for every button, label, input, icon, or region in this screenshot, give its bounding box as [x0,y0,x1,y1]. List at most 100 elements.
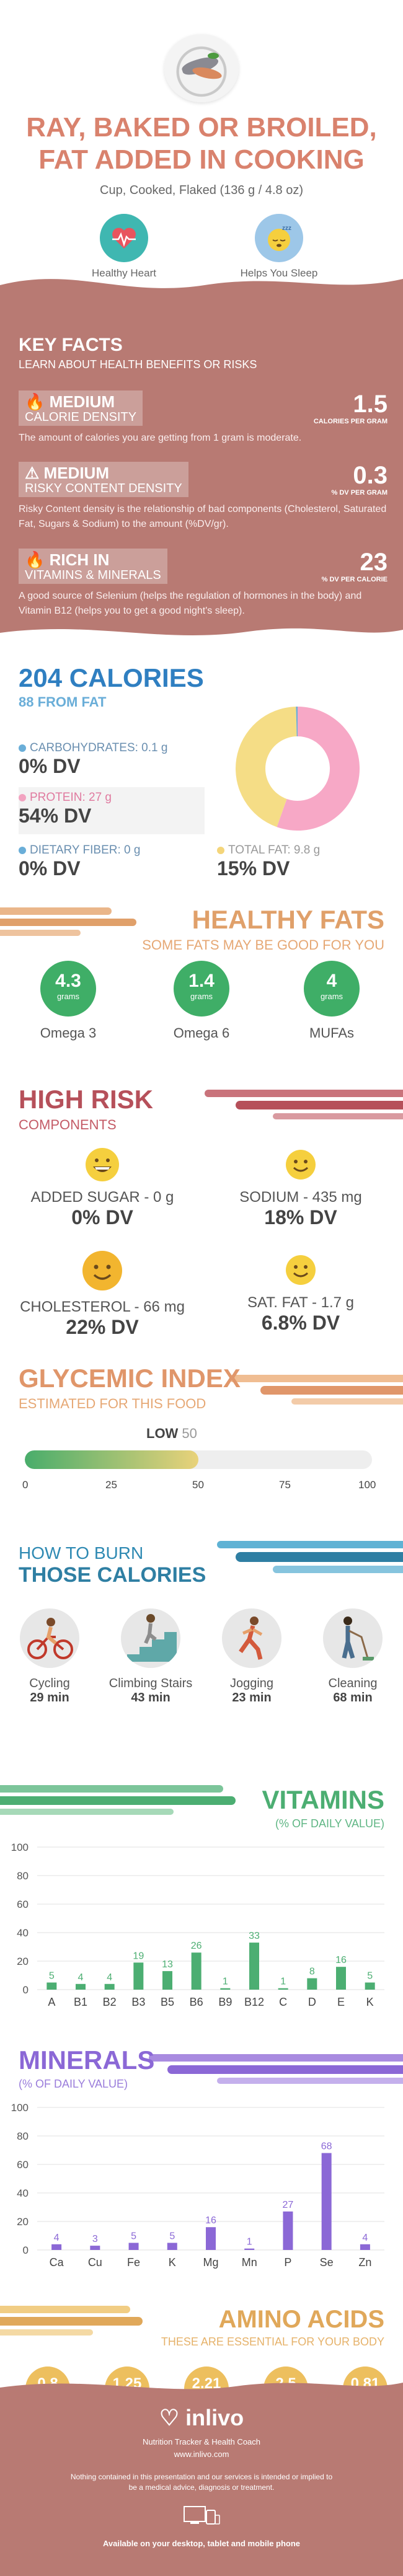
bar-Zn [360,2244,370,2250]
bar-E [336,1967,346,1990]
risk-dv: 0% DV [71,1206,133,1228]
glycemic-level: LOW 50 [146,1426,197,1442]
bar-value-label: 19 [133,1951,144,1961]
bar-value-label: 5 [131,2231,136,2242]
bar-value-label: 4 [54,2233,60,2243]
footer-disclaimer: Nothing contained in this presentation a… [70,2472,333,2492]
serving-size: Cup, Cooked, Flaked (136 g / 4.8 oz) [100,183,303,197]
glycemic-tick: 100 [358,1479,376,1491]
amino-title: AMINO ACIDS [218,2306,384,2333]
y-tick-label: 40 [17,2187,29,2199]
bar-value-label: 16 [205,2215,216,2226]
glycemic-index-section: GLYCEMIC INDEX ESTIMATED FOR THIS FOOD L… [0,1357,403,1537]
bar-value-label: 26 [191,1941,202,1951]
risk-label: CHOLESTEROL - 66 mg [20,1299,185,1315]
bar-value-label: 5 [169,2231,175,2242]
x-tick-label: Mn [242,2256,257,2269]
heart-logo-icon: ♡ [159,2405,180,2430]
activity-name: Cycling [29,1677,70,1690]
y-tick-label: 100 [11,2102,29,2114]
bar-value-label: 8 [309,1967,315,1977]
calories-section: 204 CALORIES 88 FROM FAT CARBOHYDRATES: … [0,645,403,899]
fat-value: 4.3 [55,971,81,991]
high-risk-subtitle: COMPONENTS [19,1117,117,1132]
x-tick-label: B5 [161,1996,174,2008]
bar-Mn [244,2248,255,2250]
bar-Ca [51,2244,62,2250]
nutrient-fiber: DIETARY FIBER: 0 g 0% DV [19,840,205,887]
risk-dv: 6.8% DV [261,1312,340,1334]
x-tick-label: Ca [50,2256,64,2269]
x-tick-label: A [48,1996,55,2008]
wave-divider [0,628,403,645]
fat-label: MUFAs [309,1025,355,1041]
activity-minutes: 23 min [232,1691,272,1705]
bar-value-label: 13 [162,1959,173,1970]
y-tick-label: 20 [17,1956,29,1967]
decor-stripes [0,907,136,936]
x-tick-label: B9 [218,1996,232,2008]
wave-divider [0,279,403,304]
bar-value-label: 16 [335,1955,347,1965]
jogging-icon [222,1608,281,1668]
footer-url[interactable]: www.inlivo.com [174,2450,229,2459]
bar-B3 [133,1962,144,1990]
bar-B5 [162,1971,172,1990]
glycemic-tick: 75 [279,1479,291,1491]
amino-subtitle: THESE ARE ESSENTIAL FOR YOUR BODY [161,2336,384,2348]
risk-sodium: SODIUM - 435 mg 18% DV [208,1147,394,1229]
bar-Cu [90,2246,100,2250]
burn-title-2: THOSE CALORIES [19,1563,206,1587]
fact-name: VITAMINS & MINERALS [25,568,161,582]
high-risk-section: HIGH RISK COMPONENTS ADDED SUGAR - 0 g 0… [0,1072,403,1357]
heart-pulse-icon [100,214,148,262]
risk-added-sugar: ADDED SUGAR - 0 g 0% DV [9,1147,195,1229]
activity-jogging: Jogging 23 min [205,1608,298,1705]
activity-name: Cleaning [328,1677,378,1690]
minerals-bar-chart: 0 20 40 60 80 100 4 Ca 3 Cu 5 Fe 5 K 16 Mg 1 Mn 27 P 68 Se 4 Zn [11,2102,384,2269]
activity-climbing-stairs: Climbing Stairs 43 min [104,1608,197,1705]
key-facts-section: KEY FACTS LEARN ABOUT HEALTH BENEFITS OR… [0,279,403,645]
nutrient-total-fat: TOTAL FAT: 9.8 g 15% DV [217,840,384,887]
legend-dot [19,744,26,752]
risk-cholesterol: CHOLESTEROL - 66 mg 22% DV [9,1249,195,1339]
bar-value-label: 1 [247,2237,252,2247]
header-section: RAY, BAKED OR BROILED, FAT ADDED IN COOK… [0,0,403,291]
y-tick-label: 20 [17,2216,29,2228]
fact-risky-content: ⚠ MEDIUM RISKY CONTENT DENSITY 0.3% DV PE… [19,462,388,532]
bar-value-label: 3 [92,2234,98,2244]
badge-healthy-heart: Healthy Heart [81,214,167,280]
nutrient-dv: 54% DV [19,805,92,827]
glycemic-tick: 25 [105,1479,117,1491]
bar-D [307,1978,317,1990]
inlivo-logo[interactable]: ♡ inlivo [0,2405,403,2431]
x-tick-label: B6 [190,1996,203,2008]
nutrient-carbohydrates: CARBOHYDRATES: 0.1 g 0% DV [19,738,205,785]
key-facts-title: KEY FACTS [19,335,123,355]
fact-unit: % DV PER GRAM [331,489,388,496]
bar-Se [321,2153,332,2250]
food-title: RAY, BAKED OR BROILED, FAT ADDED IN COOK… [26,112,377,175]
x-tick-label: Mg [203,2256,218,2269]
vitamins-title: VITAMINS [262,1785,384,1814]
donut-slice-fat [236,707,297,827]
glycemic-bar [25,1450,372,1469]
activity-name: Climbing Stairs [108,1677,193,1690]
x-tick-label: Zn [358,2256,371,2269]
glycemic-bar-fill [25,1450,198,1469]
fact-level: RICH IN [49,550,110,569]
minerals-section: MINERALS (% OF DAILY VALUE) 0 20 40 60 80 100… [0,2039,403,2300]
legend-dot [19,793,26,801]
healthy-fats-subtitle: SOME FATS MAY BE GOOD FOR YOU [142,937,384,953]
fat-omega6: 1.4 grams Omega 6 [152,961,251,1041]
fact-name: CALORIE DENSITY [25,410,137,424]
fat-omega3: 4.3 grams Omega 3 [19,961,118,1041]
x-tick-label: E [337,1996,345,2008]
healthy-fats-title: HEALTHY FATS [192,905,384,934]
bar-A [46,1982,57,1990]
decor-stripes [205,1090,403,1119]
bar-value-label: 1 [223,1977,228,1987]
nutrient-label: TOTAL FAT: 9.8 g [228,844,321,857]
activity-minutes: 29 min [30,1691,69,1705]
x-tick-label: B12 [244,1996,264,2008]
